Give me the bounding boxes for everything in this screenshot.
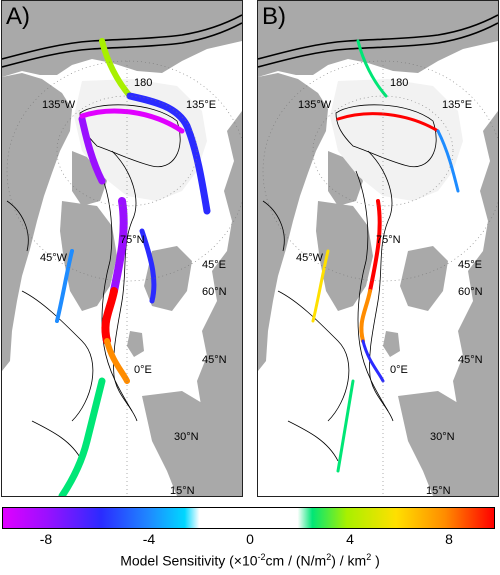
lat-label-75n: 75°N: [120, 234, 145, 246]
lon-label-135e: 135°E: [186, 99, 217, 111]
panel-letter-a: A): [6, 3, 30, 30]
colorbar-label-exp2: 2: [326, 552, 332, 562]
bathymetry-contours: [6, 104, 181, 462]
lat-label-45n: 45°N: [458, 354, 483, 366]
land-north-america: [2, 73, 72, 371]
colorbar-label-end: ): [371, 552, 380, 569]
colorbar-tick-0: 0: [246, 531, 254, 547]
land-north-america: [258, 73, 328, 371]
lat-label-45n: 45°N: [202, 354, 227, 366]
graticule: [6, 60, 242, 496]
lon-label-0e: 0°E: [390, 364, 408, 376]
panel-letter-b: B): [262, 3, 286, 30]
colorbar-label-main: Model Sensitivity (×10: [120, 552, 258, 569]
land-scandinavia: [144, 246, 192, 311]
lon-label-45e: 45°E: [458, 259, 482, 271]
lon-label-135w: 135°W: [298, 99, 332, 111]
lon-label-45e: 45°E: [202, 259, 226, 271]
colorbar-label-mid2: ) / km: [331, 552, 367, 569]
colorbar-label-mid: cm / (N/m: [265, 552, 327, 569]
colorbar-tick-4: 4: [346, 531, 354, 547]
shelf-contours: [258, 14, 498, 68]
map-b-svg: [258, 1, 498, 496]
land-greenland: [60, 201, 117, 311]
bathymetry-contours: [262, 104, 437, 462]
colorbar-label-exp3: 2: [366, 552, 372, 562]
lat-label-60n: 60°N: [202, 286, 227, 298]
lat-label-30n: 30°N: [174, 431, 199, 443]
colorbar-tick-neg8: -8: [39, 531, 53, 547]
lon-label-180: 180: [134, 77, 153, 89]
sensitivity-pattern: [55, 38, 211, 496]
lon-label-0e: 0°E: [134, 364, 152, 376]
land-greenland: [316, 201, 373, 311]
lon-label-45w: 45°W: [296, 252, 324, 264]
lat-label-15n: 15°N: [170, 485, 195, 497]
arctic-basin: [330, 79, 463, 201]
colorbar-label-exp1: -2: [257, 552, 266, 562]
colorbar-tick-neg4: -4: [142, 531, 156, 547]
land-britain: [383, 331, 400, 357]
land-eurasia: [433, 41, 498, 496]
shelf-contours: [2, 14, 242, 68]
lat-label-30n: 30°N: [430, 431, 455, 443]
colorbar-label: Model Sensitivity (×10-2cm / (N/m2) / km…: [0, 552, 500, 569]
graticule: [262, 60, 498, 496]
land-scandinavia: [400, 246, 448, 311]
colorbar: [2, 507, 495, 529]
colorbar-tick-8: 8: [445, 531, 453, 547]
lon-label-180: 180: [390, 77, 409, 89]
lon-label-45w: 45°W: [40, 252, 68, 264]
map-panel-a: A) 180 135°W 135°E 75°N 45°W 45°E 60°N 4…: [1, 0, 243, 497]
lat-label-60n: 60°N: [458, 286, 483, 298]
land-africa: [398, 391, 498, 496]
sensitivity-pattern: [311, 39, 460, 473]
map-a-svg: [2, 1, 242, 496]
land-eurasia: [177, 41, 242, 496]
map-panel-b: B) 180 135°W 135°E 75°N 45°W 45°E 60°N 4…: [257, 0, 499, 497]
land-africa: [142, 391, 242, 496]
lat-label-15n: 15°N: [426, 485, 451, 497]
lat-label-75n: 75°N: [376, 234, 401, 246]
lon-label-135e: 135°E: [442, 99, 473, 111]
land-britain: [127, 331, 144, 357]
lon-label-135w: 135°W: [42, 99, 76, 111]
